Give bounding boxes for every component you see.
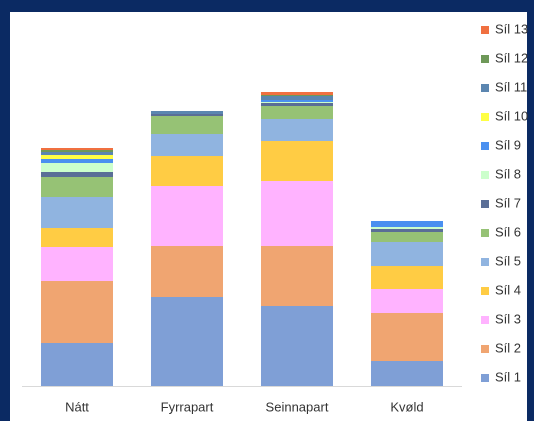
legend-label: Síl 4 [495,282,521,297]
bar-segment [41,159,113,163]
bar-segment [151,297,223,386]
x-tick-label: Kvøld [390,399,423,414]
bar-segment [371,361,443,386]
bar-segment [371,221,443,227]
legend-swatch [481,316,489,324]
legend-swatch [481,258,489,266]
legend-swatch [481,113,489,121]
legend-swatch [481,287,489,295]
bar-segment [261,181,333,246]
legend-swatch [481,229,489,237]
bar-segment [261,246,333,306]
bar-segment [261,102,333,103]
bar-segment [371,242,443,266]
bar-segment [371,266,443,289]
bar-segment [41,172,113,177]
bar-segment [151,116,223,134]
bar-segment [41,155,113,159]
bar-segment [151,186,223,246]
legend-label: Síl 5 [495,253,521,268]
bar-segment [41,150,113,152]
legend-label: Síl 8 [495,166,521,181]
legend-label: Síl 6 [495,224,521,239]
legend-swatch [481,142,489,150]
bar-segment [41,152,113,155]
bar-segment [371,313,443,361]
bar-segment [261,141,333,181]
legend-swatch [481,26,489,34]
bar-segment [151,246,223,297]
legend-swatch [481,171,489,179]
bar-segment [371,232,443,242]
legend-label: Síl 7 [495,195,521,210]
bar-segment [371,289,443,313]
bar-segment [151,134,223,156]
bar-segment [261,95,333,96]
legend-label: Síl 2 [495,340,521,355]
bar-segment [41,281,113,343]
legend-label: Síl 9 [495,137,521,152]
bar-segment [261,119,333,141]
bar-segment [41,177,113,197]
legend-swatch [481,345,489,353]
bar-segment [261,106,333,119]
bar-segment [41,163,113,172]
legend-swatch [481,374,489,382]
bar-segment [151,114,223,116]
bar-segment [41,197,113,228]
x-tick-label: Fyrrapart [161,399,214,414]
legend-swatch [481,55,489,63]
bar-segment [151,156,223,186]
bar-segment [261,306,333,386]
bar-segment [371,229,443,232]
bar-segment [151,111,223,114]
legend-swatch [481,84,489,92]
legend-label: Síl 3 [495,311,521,326]
bar-segment [41,343,113,386]
bar-segment [41,148,113,150]
x-tick-label: Seinnapart [266,399,329,414]
bar-segment [261,103,333,106]
legend-label: Síl 10 [495,108,528,123]
bar-segment [261,100,333,102]
legend-label: Síl 11 [495,79,527,94]
legend-swatch [481,200,489,208]
bar-segment [371,227,443,229]
bar-segment [261,96,333,100]
legend-label: Síl 12 [495,50,528,65]
x-tick-label: Nátt [65,399,89,414]
bar-segment [261,92,333,95]
bar-segment [41,228,113,247]
legend-label: Síl 1 [495,369,521,384]
legend-label: Síl 13 [495,21,528,36]
bar-segment [41,247,113,281]
